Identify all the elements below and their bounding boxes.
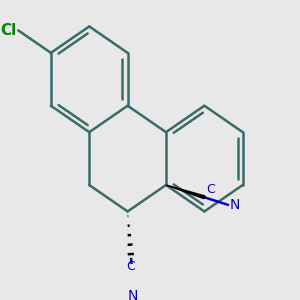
Text: N: N	[230, 198, 240, 212]
Text: C: C	[206, 183, 215, 196]
Text: Cl: Cl	[1, 23, 17, 38]
Polygon shape	[166, 185, 205, 199]
Text: N: N	[128, 289, 138, 300]
Text: C: C	[127, 260, 136, 273]
